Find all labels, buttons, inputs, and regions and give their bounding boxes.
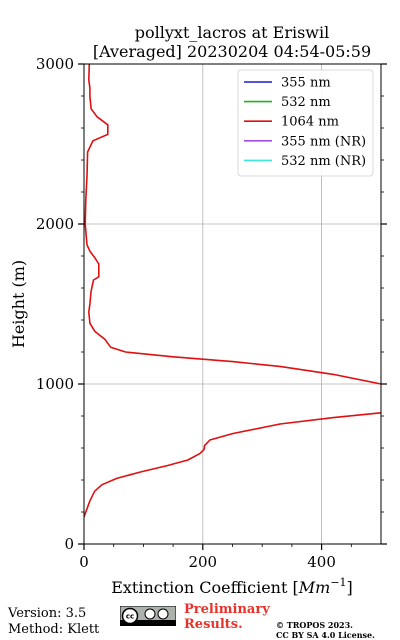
chart-title-line2: [Averaged] 20230204 04:54-05:59 [93, 42, 371, 61]
y-tick-label: 3000 [36, 55, 74, 73]
y-tick-label: 1000 [36, 375, 74, 393]
x-tick-label: 400 [307, 553, 336, 571]
chart-title-line1: pollyxt_lacros at Eriswil [135, 23, 329, 42]
legend-label: 532 nm (NR) [281, 154, 366, 169]
series-line-1064nm [83, 63, 382, 518]
x-tick-label: 0 [79, 553, 89, 571]
footer-version-info: Version: 3.5 Method: Klett [8, 606, 99, 638]
legend: 355 nm 532 nm 1064 nm 355 nm (NR) 532 nm (NR… [237, 69, 374, 177]
copyright-line2: CC BY SA 4.0 License. [276, 630, 375, 640]
x-axis-label: Extinction Coefficient [Mm−1] [111, 576, 353, 597]
preliminary-line2: Results. [184, 617, 243, 632]
legend-box [237, 69, 374, 177]
method-text: Method: Klett [8, 622, 100, 637]
legend-label: 355 nm [281, 76, 331, 91]
svg-text:cc: cc [126, 613, 134, 621]
copyright-line1: © TROPOS 2023. [276, 620, 353, 630]
extinction-profile-chart: pollyxt_lacros at Eriswil [Averaged] 202… [9, 23, 387, 597]
copyright-notice: © TROPOS 2023. CC BY SA 4.0 License. [276, 620, 375, 640]
x-tick-label: 200 [188, 553, 217, 571]
cc-by-sa-license-badge: cc [120, 606, 176, 626]
data-series [83, 63, 382, 518]
preliminary-line1: Preliminary [184, 602, 270, 617]
legend-label: 355 nm (NR) [281, 134, 366, 149]
legend-label: 532 nm [281, 95, 331, 110]
version-text: Version: 3.5 [8, 606, 87, 621]
y-axis-label: Height (m) [9, 260, 28, 348]
y-tick-label: 2000 [36, 215, 74, 233]
legend-label: 1064 nm [281, 115, 339, 130]
axes: 0 200 400 0 1000 2000 3000 [36, 55, 387, 571]
preliminary-results-note: Preliminary Results. [184, 602, 270, 632]
y-tick-label: 0 [64, 535, 74, 553]
